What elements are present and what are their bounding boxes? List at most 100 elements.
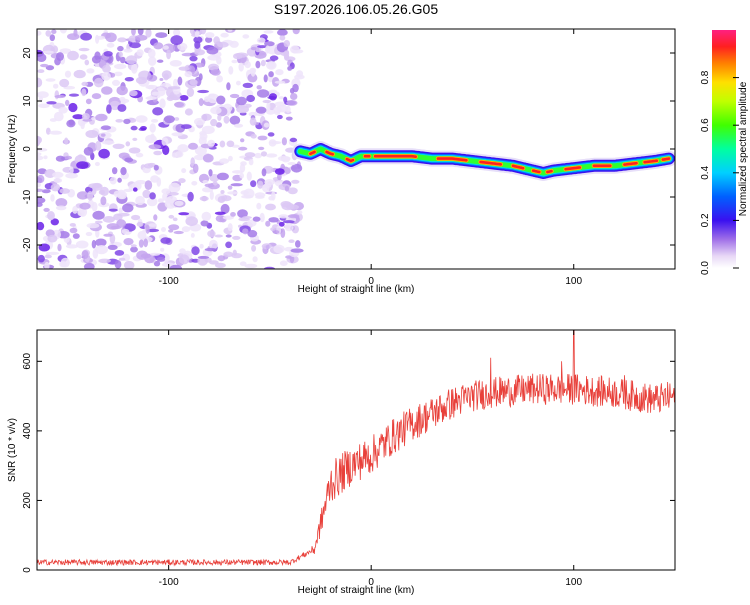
noise-blob (274, 80, 286, 84)
noise-blob (91, 201, 98, 212)
noise-blob (41, 189, 51, 194)
noise-blob (79, 54, 88, 60)
x-tick-label: 100 (565, 577, 582, 588)
noise-blob (262, 184, 270, 193)
noise-blob (83, 147, 94, 156)
y-tick-label: 10 (22, 95, 33, 107)
noise-blob (217, 41, 229, 48)
noise-blob (56, 52, 64, 61)
noise-blob (274, 168, 285, 175)
noise-blob (53, 178, 63, 183)
noise-blob (79, 202, 91, 210)
noise-blob (149, 192, 156, 200)
noise-blob (119, 96, 126, 102)
noise-blob (177, 144, 189, 153)
noise-blob (65, 172, 78, 179)
noise-blob (153, 214, 158, 221)
noise-blob (112, 143, 125, 149)
noise-blob (178, 212, 190, 216)
spectrogram-ylabel: Frequency (Hz) (7, 115, 18, 184)
noise-blob (273, 244, 285, 254)
noise-blob (59, 29, 67, 34)
snr-xlabel: Height of straight line (km) (298, 585, 415, 596)
noise-blob (120, 56, 126, 64)
noise-blob (57, 243, 62, 252)
noise-blob (193, 36, 203, 44)
noise-blob (116, 85, 128, 96)
noise-blob (248, 158, 254, 166)
noise-blob (227, 185, 233, 190)
colorbar-gradient (712, 30, 736, 268)
noise-blob (166, 95, 174, 102)
signal-core (531, 169, 541, 174)
noise-blob (161, 188, 171, 195)
noise-blob (148, 144, 162, 150)
noise-blob (95, 245, 108, 255)
noise-blob (215, 215, 226, 223)
noise-blob (161, 137, 169, 147)
noise-blob (117, 104, 127, 112)
noise-blob (125, 55, 138, 65)
noise-blob (201, 113, 212, 121)
colorbar-tick-label: 0.2 (700, 213, 711, 227)
noise-blob (285, 105, 291, 113)
noise-blob (263, 30, 274, 34)
noise-blob (91, 239, 97, 249)
noise-blob (145, 134, 157, 144)
y-tick-label: 0 (22, 146, 33, 152)
noise-blob (148, 48, 156, 59)
noise-blob (37, 221, 45, 231)
noise-blob (138, 239, 144, 248)
noise-blob (201, 211, 212, 221)
noise-blob (162, 145, 170, 156)
noise-blob (117, 177, 122, 183)
y-tick-label: 0 (22, 567, 33, 573)
noise-blob (106, 42, 115, 48)
noise-blob (114, 260, 122, 269)
noise-blob (72, 114, 84, 120)
noise-blob (259, 212, 265, 223)
signal-core (325, 150, 334, 156)
noise-blob (169, 264, 182, 269)
noise-blob (37, 197, 46, 204)
noise-blob (181, 168, 187, 174)
noise-blob (128, 147, 141, 154)
noise-blob (95, 238, 107, 247)
x-tick-label: 100 (565, 276, 582, 287)
noise-blob (45, 30, 52, 37)
noise-blob (287, 66, 293, 71)
noise-blob (76, 161, 89, 170)
noise-blob (121, 228, 130, 235)
noise-blob (118, 191, 128, 200)
noise-blob (229, 115, 241, 125)
noise-blob (115, 119, 124, 123)
noise-blob (81, 88, 87, 97)
noise-blob (64, 155, 73, 160)
noise-blob (81, 81, 89, 87)
noise-blob (213, 36, 220, 45)
noise-blob (198, 73, 203, 81)
noise-blob (265, 153, 278, 158)
noise-blob (207, 139, 215, 147)
noise-blob (221, 195, 232, 202)
signal-core (373, 154, 417, 158)
noise-blob (217, 114, 222, 121)
noise-blob (123, 260, 135, 269)
noise-blob (85, 231, 93, 237)
noise-blob (255, 106, 267, 114)
noise-blob (242, 216, 252, 219)
noise-blob (178, 66, 190, 71)
noise-blob (72, 205, 78, 214)
noise-blob (65, 244, 79, 249)
noise-blob (64, 137, 69, 145)
noise-blob (156, 177, 162, 187)
noise-blob (163, 115, 175, 124)
noise-blob (91, 93, 102, 100)
noise-blob (98, 189, 105, 195)
noise-blob (130, 125, 138, 131)
noise-blob (252, 216, 261, 222)
noise-blob (225, 234, 232, 238)
noise-blob (106, 104, 112, 114)
noise-blob (85, 130, 99, 138)
noise-blob (296, 70, 304, 78)
